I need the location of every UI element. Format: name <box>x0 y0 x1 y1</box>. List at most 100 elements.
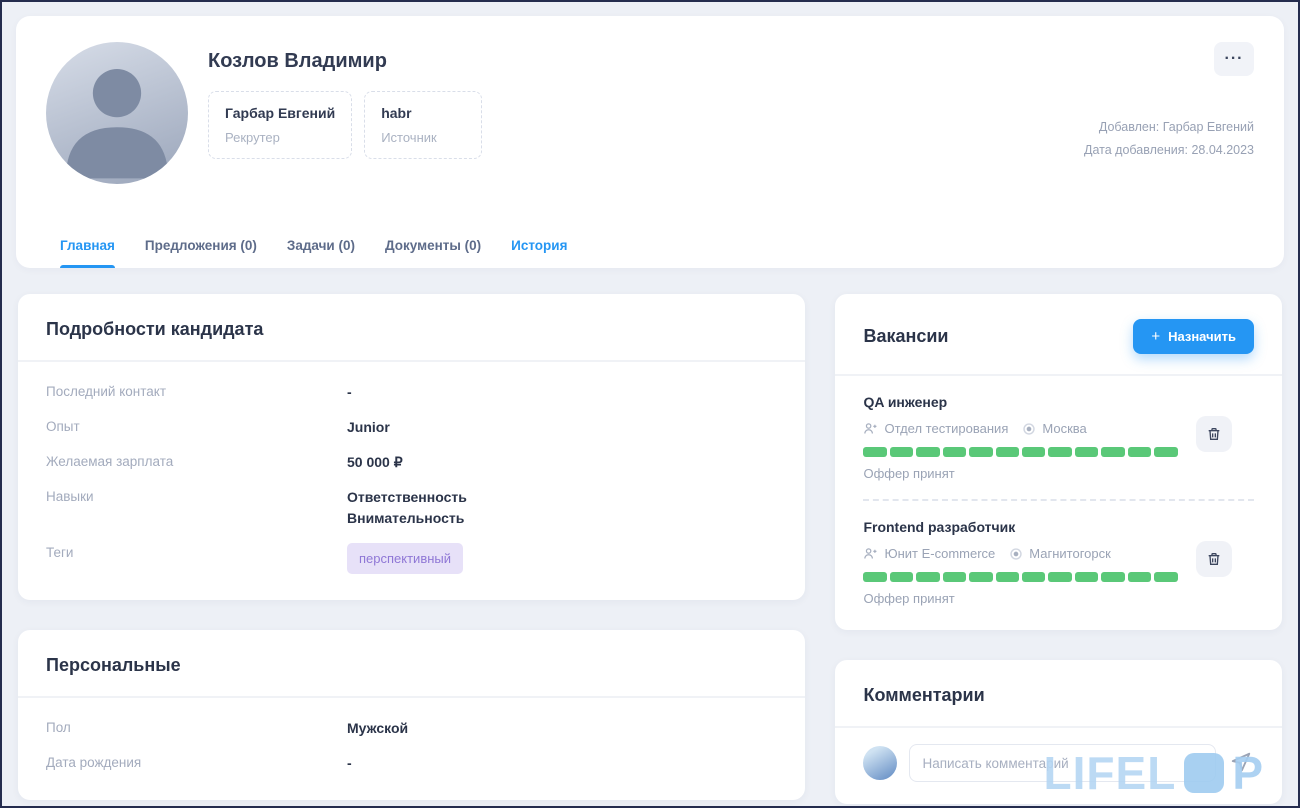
ellipsis-icon: ··· <box>1224 50 1244 67</box>
tab-tasks[interactable]: Задачи (0) <box>287 238 355 268</box>
current-user-avatar <box>863 746 898 780</box>
comments-card-head: Комментарии <box>835 660 1282 726</box>
divider <box>835 726 1282 728</box>
vacancy-meta: Юнит E-commerce Магнитогорск <box>863 546 1254 561</box>
added-info: Добавлен: Гарбар Евгений Дата добавления… <box>1084 116 1254 161</box>
row-skills: Навыки Ответственность Внимательность <box>46 487 777 529</box>
tab-main[interactable]: Главная <box>60 238 115 268</box>
stage-progress-bar <box>863 447 1178 457</box>
profile-tabs: Главная Предложения (0) Задачи (0) Докум… <box>16 238 1284 268</box>
location-icon <box>1023 422 1036 435</box>
skill-item: Ответственность <box>347 489 467 505</box>
vacancy-item: Frontend разработчик Юнит E-commerce <box>835 501 1282 606</box>
content: Подробности кандидата Последний контакт … <box>18 294 1282 804</box>
row-label: Последний контакт <box>46 384 167 399</box>
row-value: 50 000 ₽ <box>347 454 403 470</box>
details-rows: Последний контакт - Опыт Junior Желаемая… <box>18 362 805 600</box>
assign-button-label: Назначить <box>1168 329 1236 344</box>
assign-vacancy-button[interactable]: + Назначить <box>1133 319 1254 354</box>
row-value: - <box>347 755 352 771</box>
row-last-contact: Последний контакт - <box>46 382 777 403</box>
vacancies-card: Вакансии + Назначить QA инженер <box>835 294 1282 630</box>
row-tags: Теги перспективный <box>46 543 777 574</box>
plus-icon: + <box>1151 328 1161 345</box>
details-title: Подробности кандидата <box>46 319 264 339</box>
left-column: Подробности кандидата Последний контакт … <box>18 294 806 800</box>
location-icon <box>1010 547 1022 560</box>
source-chip[interactable]: habr Источник <box>364 91 483 159</box>
source-name: habr <box>381 105 412 121</box>
added-date-text: Дата добавления: 28.04.2023 <box>1084 142 1254 157</box>
personal-rows: Пол Мужской Дата рождения - <box>18 698 805 800</box>
skill-item: Внимательность <box>347 510 465 526</box>
row-experience: Опыт Junior <box>46 417 777 438</box>
person-icon <box>864 548 877 559</box>
remove-vacancy-button[interactable] <box>1196 416 1232 452</box>
candidate-avatar <box>46 42 188 184</box>
more-actions-button[interactable]: ··· <box>1214 42 1254 76</box>
send-comment-button[interactable] <box>1228 749 1254 778</box>
trash-icon <box>1208 428 1220 440</box>
vacancy-status: Оффер принят <box>863 591 955 606</box>
row-label: Навыки <box>46 489 94 504</box>
remove-vacancy-button[interactable] <box>1196 541 1232 577</box>
personal-card: Персональные Пол Мужской Дата рождения - <box>18 630 806 800</box>
added-by-text: Добавлен: Гарбар Евгений <box>1098 120 1254 134</box>
header-chips: Гарбар Евгений Рекрутер habr Источник <box>208 91 483 159</box>
recruiter-label: Рекрутер <box>225 130 280 145</box>
header-top: Козлов Владимир Гарбар Евгений Рекрутер … <box>16 16 1284 184</box>
row-value: Мужской <box>347 720 409 736</box>
person-photo-placeholder <box>65 68 169 179</box>
department-label: Юнит E-commerce <box>884 546 996 561</box>
vacancy-city: Магнитогорск <box>1009 546 1111 561</box>
candidate-name: Козлов Владимир <box>208 50 387 72</box>
vacancies-title: Вакансии <box>863 326 949 346</box>
trash-icon <box>1208 553 1220 565</box>
vacancies-card-head: Вакансии + Назначить <box>835 294 1282 374</box>
candidate-header: Козлов Владимир Гарбар Евгений Рекрутер … <box>16 16 1284 268</box>
row-value: перспективный <box>347 543 464 574</box>
divider <box>18 696 806 698</box>
row-label: Пол <box>46 720 71 735</box>
vacancy-department: Юнит E-commerce <box>863 546 995 561</box>
vacancy-title: Frontend разработчик <box>863 519 1016 535</box>
row-label: Опыт <box>46 419 80 434</box>
department-label: Отдел тестирования <box>884 421 1009 436</box>
personal-title: Персональные <box>46 655 181 675</box>
vacancy-department: Отдел тестирования <box>863 421 1008 436</box>
right-column: Вакансии + Назначить QA инженер <box>835 294 1282 804</box>
vacancy-city: Москва <box>1022 421 1087 436</box>
divider <box>18 360 806 362</box>
personal-card-head: Персональные <box>18 630 805 696</box>
row-salary: Желаемая зарплата 50 000 ₽ <box>46 452 777 473</box>
send-icon <box>1231 752 1251 771</box>
header-right: ··· Добавлен: Гарбар Евгений Дата добавл… <box>1084 42 1254 184</box>
vacancy-status: Оффер принят <box>863 466 955 481</box>
recruiter-name: Гарбар Евгений <box>225 105 336 121</box>
candidate-details-card: Подробности кандидата Последний контакт … <box>18 294 806 600</box>
divider <box>835 374 1282 376</box>
comments-card: Комментарии <box>835 660 1282 804</box>
vacancy-title: QA инженер <box>863 394 948 410</box>
recruiter-chip[interactable]: Гарбар Евгений Рекрутер <box>208 91 353 159</box>
vacancy-meta: Отдел тестирования Москва <box>863 421 1254 436</box>
spacer <box>835 606 1282 630</box>
tab-documents[interactable]: Документы (0) <box>385 238 481 268</box>
city-label: Магнитогорск <box>1029 546 1111 561</box>
comment-input[interactable] <box>909 744 1216 782</box>
row-label: Теги <box>46 545 74 560</box>
dashed-divider <box>863 499 1254 501</box>
row-value: - <box>347 384 352 400</box>
header-info: Козлов Владимир Гарбар Евгений Рекрутер … <box>208 42 483 184</box>
comment-input-row <box>835 728 1282 804</box>
stage-progress-bar <box>863 572 1178 582</box>
tab-offers[interactable]: Предложения (0) <box>145 238 257 268</box>
person-icon <box>864 423 877 434</box>
comments-title: Комментарии <box>863 685 985 705</box>
details-card-head: Подробности кандидата <box>18 294 805 360</box>
tag-chip[interactable]: перспективный <box>347 543 464 574</box>
tab-history[interactable]: История <box>511 238 567 268</box>
row-birth-date: Дата рождения - <box>46 753 777 774</box>
row-label: Дата рождения <box>46 755 142 770</box>
